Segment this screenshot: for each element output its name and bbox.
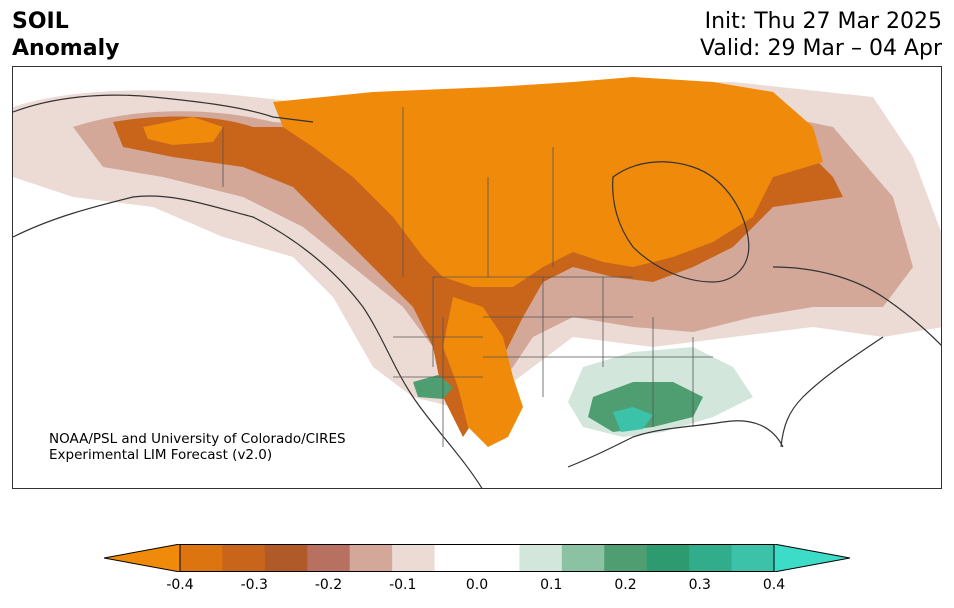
colorbar-bin xyxy=(477,544,520,572)
colorbar-tick-label: 0.0 xyxy=(465,577,489,593)
coastlines xyxy=(13,94,941,488)
colorbar-extend-low xyxy=(104,544,181,572)
colorbar-tick-label: 0.1 xyxy=(540,577,563,593)
colorbar-tick-label: -0.2 xyxy=(314,577,343,593)
colorbar xyxy=(104,544,850,572)
colorbar-bin xyxy=(689,544,733,572)
state-borders xyxy=(222,107,713,447)
variable-title: SOIL xyxy=(12,9,69,34)
colorbar-bin xyxy=(604,544,648,572)
init-date: Init: Thu 27 Mar 2025 xyxy=(704,9,942,34)
date-block: Init: Thu 27 Mar 2025 Valid: 29 Mar – 04… xyxy=(700,8,942,62)
colorbar-extend-high xyxy=(773,544,850,572)
credit-line-1: NOAA/PSL and University of Colorado/CIRE… xyxy=(49,431,346,447)
colorbar-bin xyxy=(519,544,563,572)
credit-text: NOAA/PSL and University of Colorado/CIRE… xyxy=(49,431,346,463)
anomaly-map xyxy=(13,77,941,488)
credit-line-2: Experimental LIM Forecast (v2.0) xyxy=(49,447,273,463)
colorbar-bin xyxy=(434,544,478,572)
colorbar-bin xyxy=(307,544,351,572)
colorbar-tick-label: 0.2 xyxy=(614,577,637,593)
strong-dry-south-lobe xyxy=(443,297,523,447)
colorbar-outline xyxy=(179,544,775,572)
colorbar-bin xyxy=(646,544,690,572)
colorbar-bin xyxy=(180,544,223,572)
colorbar-tick-label: -0.1 xyxy=(389,577,417,593)
anomaly-subtitle: Anomaly xyxy=(12,36,120,61)
title-block: SOIL Anomaly xyxy=(12,8,119,62)
strong-dry-core xyxy=(273,77,823,287)
strong-dry-alaska xyxy=(143,117,223,145)
colorbar-bin xyxy=(561,544,605,572)
colorbar-tick-label: 0.4 xyxy=(762,577,786,593)
strong-wet-region xyxy=(613,407,653,432)
colorbar-bin xyxy=(392,544,436,572)
colorbar-tick-label: -0.4 xyxy=(166,577,194,593)
map-panel xyxy=(12,66,942,489)
valid-range: Valid: 29 Mar – 04 Apr xyxy=(700,36,942,61)
colorbar-bin xyxy=(222,544,266,572)
colorbar-bin xyxy=(349,544,393,572)
colorbar-bin xyxy=(731,544,775,572)
colorbar-tick-label: 0.3 xyxy=(688,577,711,593)
colorbar-tick-label: -0.3 xyxy=(240,577,268,593)
colorbar-bin xyxy=(264,544,308,572)
